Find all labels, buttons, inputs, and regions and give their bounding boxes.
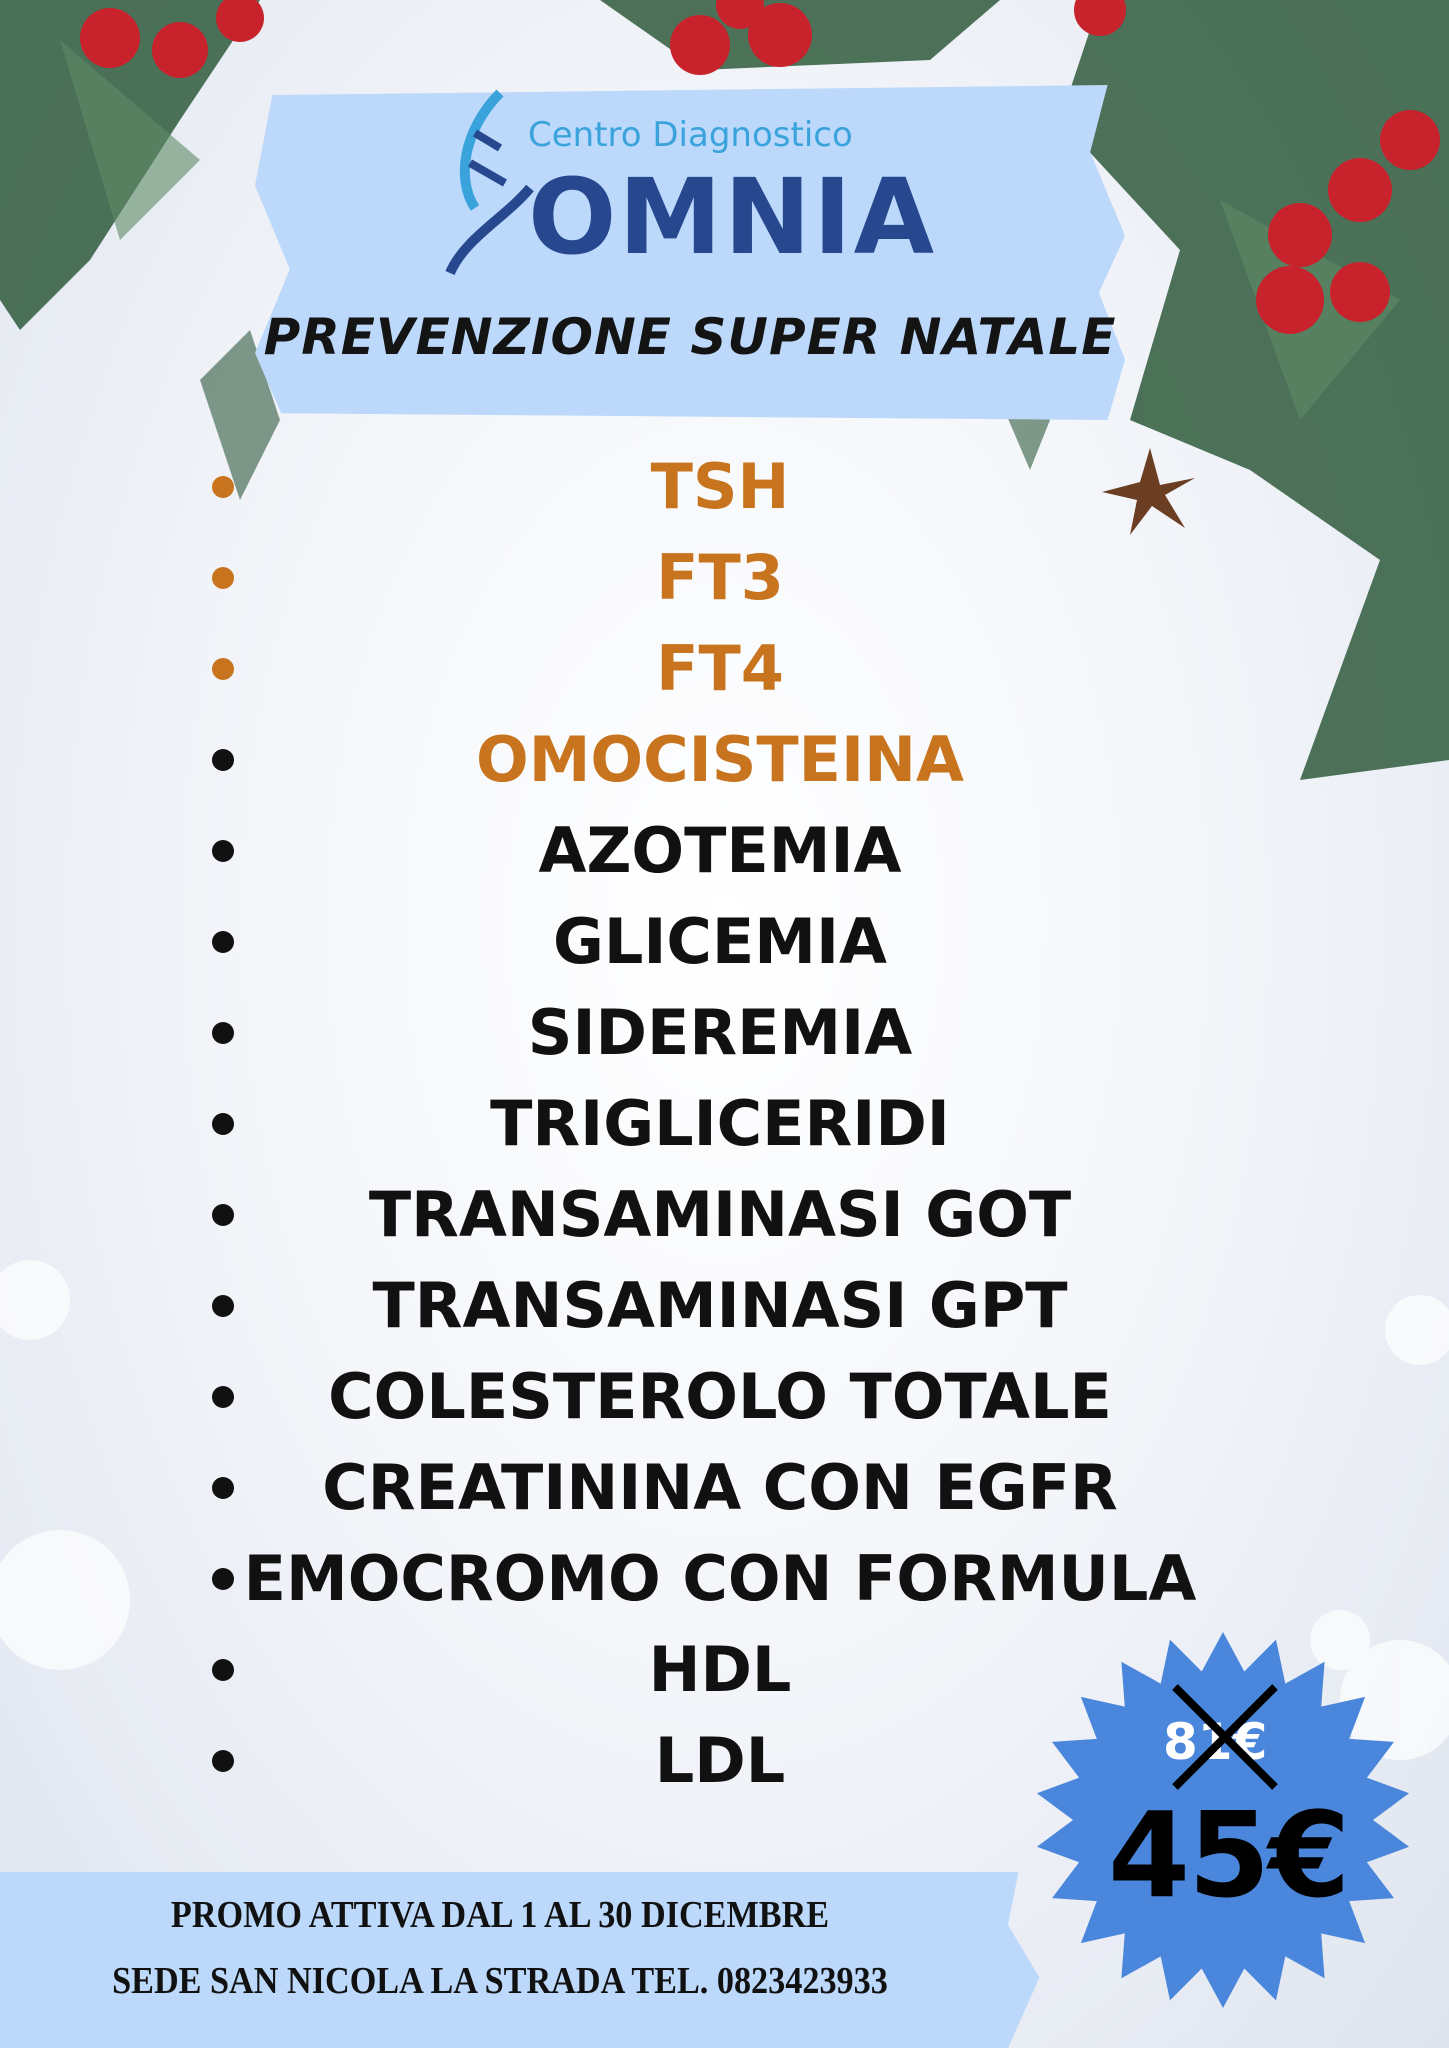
bullet-icon xyxy=(212,1477,234,1499)
promo-dates: PROMO ATTIVA DAL 1 AL 30 DICEMBRE xyxy=(170,1894,830,1936)
list-item: TRANSAMINASI GPT xyxy=(0,1260,1449,1351)
bullet-icon xyxy=(212,1204,234,1226)
bullet-icon xyxy=(212,749,234,771)
list-item: EMOCROMO CON FORMULA xyxy=(0,1533,1449,1624)
list-item: CREATININA CON EGFR xyxy=(0,1442,1449,1533)
bullet-icon xyxy=(212,931,234,953)
bullet-icon xyxy=(212,1568,234,1590)
bullet-icon xyxy=(212,658,234,680)
dna-logo-icon xyxy=(445,89,534,276)
bullet-icon xyxy=(212,1386,234,1408)
footer-banner xyxy=(0,1872,1040,2048)
list-item: COLESTEROLO TOTALE xyxy=(0,1351,1449,1442)
bullet-icon xyxy=(212,567,234,589)
header-banner xyxy=(255,85,1125,420)
bullet-icon xyxy=(212,1659,234,1681)
star-anise-icon xyxy=(1102,448,1195,535)
promo-title: PREVENZIONE SUPER NATALE xyxy=(263,308,1117,366)
logo-name: OMNIA xyxy=(528,156,937,278)
contact-info: SEDE SAN NICOLA LA STRADA TEL. 082342393… xyxy=(112,1960,888,2002)
list-item: AZOTEMIA xyxy=(0,805,1449,896)
list-item: LDL xyxy=(0,1715,1449,1806)
new-price: 45€ xyxy=(1108,1786,1350,1924)
list-item: TRIGLICERIDI xyxy=(0,1078,1449,1169)
bullet-icon xyxy=(212,1750,234,1772)
bullet-icon xyxy=(212,840,234,862)
list-item: HDL xyxy=(0,1624,1449,1715)
price-starburst xyxy=(1036,1632,1410,2008)
list-item: GLICEMIA xyxy=(0,896,1449,987)
bullet-icon xyxy=(212,1113,234,1135)
list-item: SIDEREMIA xyxy=(0,987,1449,1078)
test-list: TSH FT3 FT4 OMOCISTEINA AZOTEMIA GLICEMI… xyxy=(0,441,1449,1806)
starburst-shape xyxy=(1036,1632,1410,2008)
list-item: TSH xyxy=(0,441,1449,532)
bullet-icon xyxy=(212,1022,234,1044)
list-item: FT4 xyxy=(0,623,1449,714)
berries xyxy=(80,0,1440,334)
list-item: TRANSAMINASI GOT xyxy=(0,1169,1449,1260)
strikethrough-x-icon xyxy=(1172,1684,1278,1790)
list-item: FT3 xyxy=(0,532,1449,623)
bullet-icon xyxy=(212,476,234,498)
list-item: OMOCISTEINA xyxy=(0,714,1449,805)
logo-subtitle: Centro Diagnostico xyxy=(528,115,853,155)
bullet-icon xyxy=(212,1295,234,1317)
